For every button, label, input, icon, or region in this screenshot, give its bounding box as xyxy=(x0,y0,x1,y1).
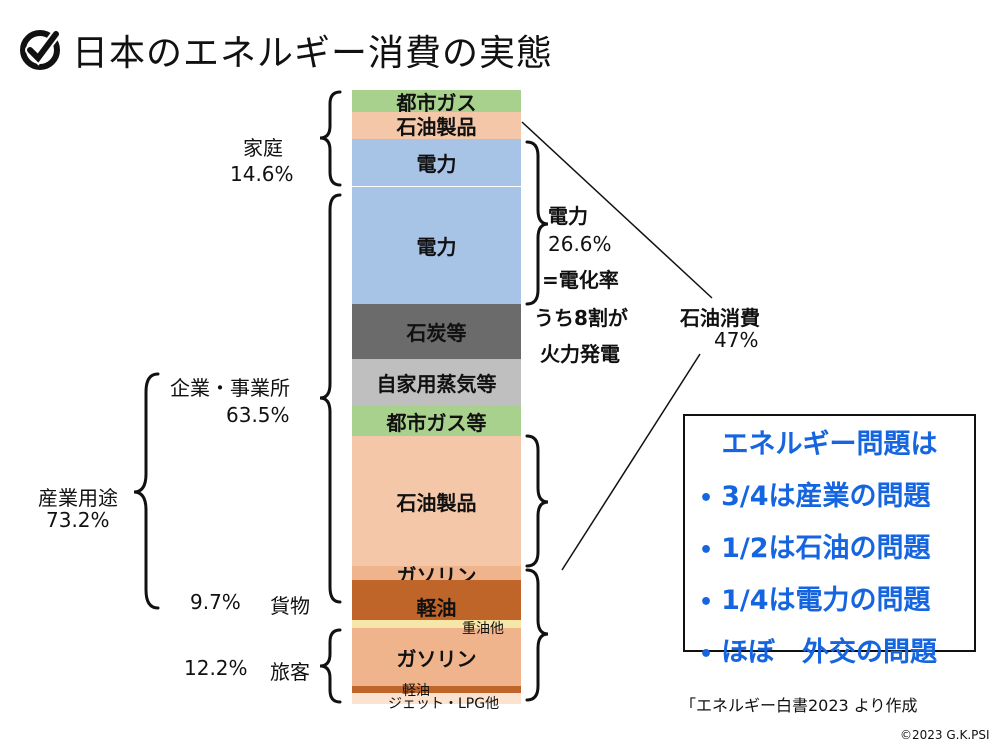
bullet-icon: • xyxy=(699,590,714,615)
freight-label: 貨物 xyxy=(270,594,310,618)
segment-home-electricity: 電力 xyxy=(352,139,521,187)
electricity-note-2: 火力発電 xyxy=(540,342,620,366)
segment-business-electricity: 電力 xyxy=(352,187,521,304)
electricity-note-1: うち8割が xyxy=(534,306,628,330)
business-pct: 63.5% xyxy=(226,403,290,427)
segment-home-city-gas: 都市ガス xyxy=(352,90,521,112)
electricity-title: 電力 xyxy=(548,204,588,228)
segment-private-steam: 自家用蒸気等 xyxy=(352,359,521,406)
segment-passenger-gasoline: ガソリン xyxy=(352,628,521,686)
page-title: 日本のエネルギー消費の実態 xyxy=(72,33,554,74)
brace-transport-oil xyxy=(525,568,549,702)
segment-coal: 石炭等 xyxy=(352,304,521,359)
brace-passenger xyxy=(319,628,342,704)
bullet-icon: • xyxy=(699,486,714,511)
conclusion-item: • 1/2は石油の問題 xyxy=(699,533,931,564)
conclusion-heading: エネルギー問題は xyxy=(721,429,938,460)
electrification-rate: =電化率 xyxy=(542,268,619,292)
brace-business xyxy=(319,193,342,604)
brace-business-oil xyxy=(525,434,549,568)
segment-passenger-jet xyxy=(352,693,521,704)
bullet-icon: • xyxy=(699,642,714,667)
check-logo-icon xyxy=(20,29,61,70)
segment-business-oil: 石油製品 xyxy=(352,436,521,566)
source-note: 「エネルギー白書2023 より作成 xyxy=(680,696,918,715)
segment-freight-heavy-oil xyxy=(352,620,521,628)
segment-home-oil: 石油製品 xyxy=(352,112,521,139)
segment-freight-diesel: 軽油 xyxy=(352,580,521,620)
passenger-jet-label: ジェット・LPG他 xyxy=(388,696,500,712)
brace-household xyxy=(319,90,342,187)
segment-business-city-gas: 都市ガス等 xyxy=(352,406,521,436)
brace-electricity xyxy=(525,140,549,306)
industry-pct: 73.2% xyxy=(46,508,110,532)
industry-label: 産業用途 xyxy=(38,486,118,510)
heavy-oil-label: 重油他 xyxy=(462,621,504,637)
electricity-pct: 26.6% xyxy=(548,232,612,256)
passenger-label: 旅客 xyxy=(270,660,310,684)
oil-connector-bottom xyxy=(561,353,701,571)
oil-consumption-title: 石油消費 xyxy=(680,306,760,330)
oil-consumption-pct: 47% xyxy=(714,328,759,352)
household-label: 家庭 xyxy=(243,136,283,160)
copyright: ©2023 G.K.PSI xyxy=(900,728,990,742)
brace-industry xyxy=(133,372,160,610)
household-pct: 14.6% xyxy=(230,162,294,186)
passenger-pct: 12.2% xyxy=(184,656,248,680)
passenger-diesel-label: 軽油 xyxy=(402,683,430,699)
conclusion-item: • 3/4は産業の問題 xyxy=(699,481,931,512)
conclusion-item: • ほぼ 外交の問題 xyxy=(699,637,938,668)
oil-connector-top xyxy=(521,121,713,299)
segment-freight-gasoline: ガソリン xyxy=(352,566,521,580)
segment-passenger-diesel xyxy=(352,686,521,693)
business-label: 企業・事業所 xyxy=(170,376,290,400)
conclusion-box: エネルギー問題は • 3/4は産業の問題 • 1/2は石油の問題 • 1/4は電力の問… xyxy=(683,414,976,668)
freight-pct: 9.7% xyxy=(190,590,241,614)
conclusion-item: • 1/4は電力の問題 xyxy=(699,585,931,616)
bullet-icon: • xyxy=(699,538,714,563)
